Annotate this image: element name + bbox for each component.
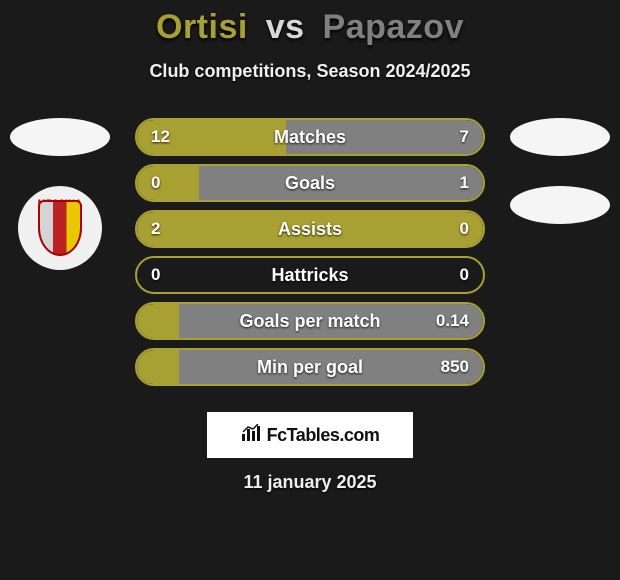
stat-fill-left [137, 304, 179, 338]
stat-fill-right [286, 120, 483, 154]
brand-text: FcTables.com [267, 425, 380, 446]
chart-icon [241, 424, 261, 447]
stat-row: Matches127 [135, 118, 485, 156]
player-right-name: Papazov [323, 8, 464, 46]
stat-fill-left [137, 212, 483, 246]
player-left-name: Ortisi [156, 8, 248, 46]
player-left-silhouette [10, 118, 110, 156]
stat-row: Goals01 [135, 164, 485, 202]
left-player-column: MESSINA [5, 118, 115, 270]
brand-badge: FcTables.com [207, 412, 413, 458]
stat-fill-left [137, 166, 199, 200]
right-player-column [505, 118, 615, 224]
stat-fill-right [179, 304, 483, 338]
player-right-silhouette [510, 118, 610, 156]
stat-bars: Matches127 Goals01 Assists20 Hattricks0 0 Goa… [135, 118, 485, 386]
club-badge-left-shield [38, 200, 82, 256]
stat-row: Assists20 [135, 210, 485, 248]
club-badge-right [510, 186, 610, 224]
stat-value-right: 0 [460, 265, 469, 285]
stat-row: Goals per match0.14 [135, 302, 485, 340]
stat-label: Hattricks [137, 265, 483, 286]
stat-fill-left [137, 120, 286, 154]
stat-fill-right [199, 166, 483, 200]
comparison-title: Ortisi vs Papazov [0, 0, 620, 47]
footer: FcTables.com 11 january 2025 [0, 396, 620, 493]
stat-row: Min per goal850 [135, 348, 485, 386]
date-text: 11 january 2025 [0, 472, 620, 493]
subtitle: Club competitions, Season 2024/2025 [0, 61, 620, 82]
stat-fill-left [137, 350, 179, 384]
stat-fill-right [179, 350, 483, 384]
club-badge-left: MESSINA [18, 186, 102, 270]
stat-value-left: 0 [151, 265, 160, 285]
stat-row: Hattricks0 0 [135, 256, 485, 294]
vs-label: vs [266, 8, 305, 46]
